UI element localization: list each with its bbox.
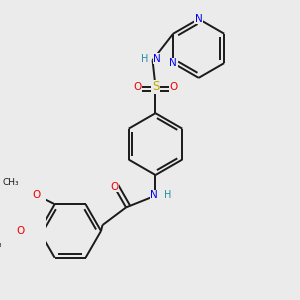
Text: O: O <box>110 182 118 192</box>
Text: N: N <box>169 58 177 68</box>
Text: CH₃: CH₃ <box>0 240 2 249</box>
Text: S: S <box>152 80 159 93</box>
Text: H: H <box>164 190 171 200</box>
Text: O: O <box>16 226 24 236</box>
Text: N: N <box>195 14 203 24</box>
Text: N: N <box>150 190 158 200</box>
Text: O: O <box>134 82 142 92</box>
Text: O: O <box>33 190 41 200</box>
Text: O: O <box>169 82 177 92</box>
Text: CH₃: CH₃ <box>3 178 19 187</box>
Text: N: N <box>153 54 161 64</box>
Text: H: H <box>142 54 149 64</box>
